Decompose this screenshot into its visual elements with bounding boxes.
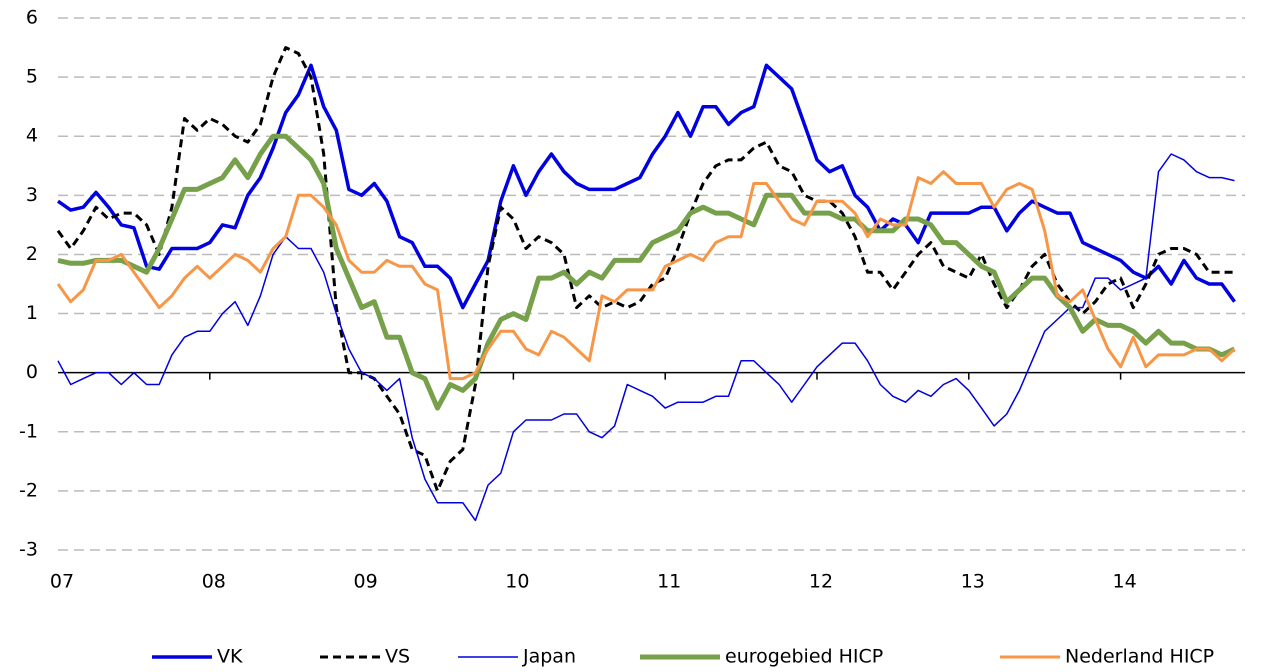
legend-label: Nederland HICP (1065, 646, 1214, 668)
x-tick-label: 13 (961, 571, 985, 593)
y-tick-label: 5 (26, 66, 38, 88)
legend-label: VK (217, 646, 243, 668)
x-tick-label: 10 (505, 571, 529, 593)
y-tick-label: 4 (26, 125, 38, 147)
y-tick-label: -1 (19, 420, 38, 442)
y-tick-label: 0 (26, 361, 38, 383)
series-line (56, 46, 1235, 493)
y-tick-label: -3 (19, 539, 38, 561)
series-line (57, 153, 1235, 522)
series-line (56, 63, 1236, 310)
y-tick-label: 3 (26, 184, 38, 206)
x-tick-label: 07 (50, 571, 74, 593)
x-tick-label: 11 (657, 571, 681, 593)
x-tick-label: 12 (809, 571, 833, 593)
y-tick-label: -2 (19, 479, 38, 501)
legend-label: VS (385, 646, 410, 668)
y-tick-label: 6 (26, 7, 38, 29)
series-line (56, 170, 1236, 381)
y-tick-label: 2 (26, 243, 38, 265)
y-tick-label: 1 (26, 302, 38, 324)
x-tick-label: 08 (202, 571, 226, 593)
x-tick-label: 09 (354, 571, 378, 593)
legend-label: eurogebied HICP (725, 646, 883, 668)
x-tick-label: 14 (1113, 571, 1137, 593)
legend-label: Japan (522, 646, 576, 668)
series-line (57, 133, 1236, 411)
